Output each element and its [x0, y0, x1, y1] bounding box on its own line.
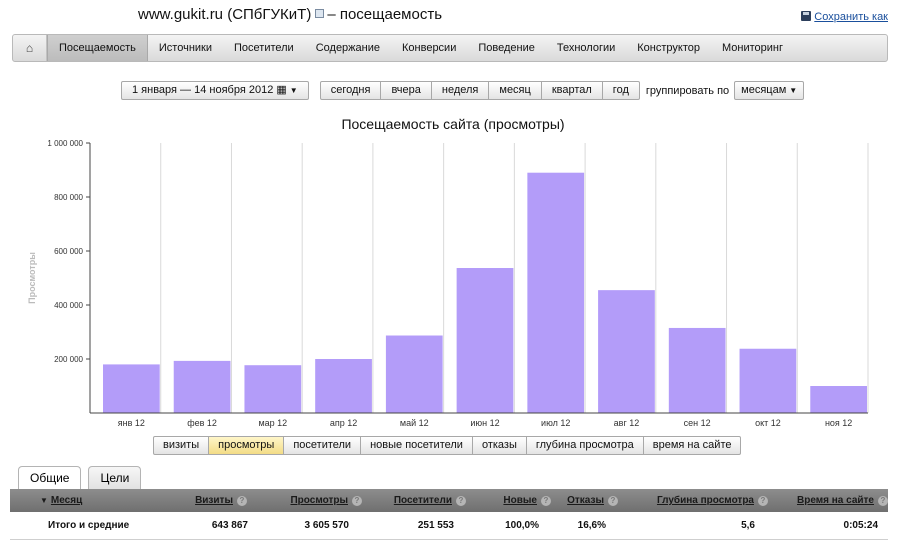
page-title: www.gukit.ru (СПбГУКиТ) – посещаемость [138, 6, 442, 23]
window-icon[interactable] [315, 9, 325, 18]
tab-visitors[interactable]: Посетители [234, 42, 294, 54]
help-icon[interactable]: ? [352, 496, 362, 506]
main-nav: ⌂ Посещаемость Источники Посетители Соде… [12, 34, 888, 62]
x-tick-label: июл 12 [541, 418, 570, 428]
table-header: ▼ Месяц Визиты? Просмотры? Посетители? Но… [10, 489, 888, 512]
tab-behavior[interactable]: Поведение [478, 42, 535, 54]
x-tick-label: мар 12 [258, 418, 287, 428]
bar-ноя-12 [810, 386, 867, 413]
tab-goals[interactable]: Цели [88, 466, 142, 489]
date-controls: 1 января — 14 ноября 2012 ▦ ▼ сегодня вче… [121, 81, 805, 100]
tab-conversions[interactable]: Конверсии [402, 42, 457, 54]
y-tick-label: 600 000 [54, 247, 83, 256]
period-week-button[interactable]: неделя [431, 81, 490, 100]
help-icon[interactable]: ? [456, 496, 466, 506]
metric-pageviews[interactable]: просмотры [209, 436, 285, 455]
bar-chart: 200 000 400 000 600 000 800 000 1 000 000 Про… [27, 139, 869, 428]
x-tick-label: май 12 [400, 418, 429, 428]
x-tick-label: июн 12 [470, 418, 499, 428]
x-tick-label: фев 12 [187, 418, 217, 428]
chart-title: Посещаемость сайта (просмотры) [341, 116, 565, 132]
tab-sources[interactable]: Источники [158, 42, 212, 54]
totals-visitors: 251 553 [417, 520, 454, 531]
help-icon[interactable]: ? [878, 496, 888, 506]
chevron-down-icon: ▼ [789, 86, 798, 95]
floppy-icon [801, 11, 812, 21]
metric-time-on-site[interactable]: время на сайте [643, 436, 742, 455]
tab-monitoring[interactable]: Мониторинг [721, 42, 783, 54]
period-yesterday-button[interactable]: вчера [381, 81, 432, 100]
totals-pageviews: 3 605 570 [304, 520, 350, 531]
col-visits[interactable]: Визиты? [195, 489, 247, 512]
group-by-select[interactable]: месяцам ▼ [734, 81, 805, 100]
bar-май-12 [385, 335, 443, 413]
period-today-button[interactable]: сегодня [319, 81, 382, 100]
col-bounces[interactable]: Отказы? [567, 489, 618, 512]
help-icon[interactable]: ? [237, 496, 247, 506]
col-time-on-site[interactable]: Время на сайте? [797, 489, 888, 512]
x-tick-label: янв 12 [118, 418, 145, 428]
period-quarter-button[interactable]: квартал [541, 81, 603, 100]
site-name: www.gukit.ru (СПбГУКиТ) [138, 6, 312, 23]
group-by-label: группировать по [645, 84, 730, 97]
totals-bounces: 16,6% [577, 520, 606, 531]
y-tick-label: 1 000 000 [47, 139, 83, 148]
bar-июл-12 [527, 172, 585, 413]
calendar-icon: ▦ [276, 84, 287, 96]
period-month-button[interactable]: месяц [489, 81, 542, 100]
help-icon[interactable]: ? [758, 496, 768, 506]
totals-new: 100,0% [505, 520, 539, 531]
col-visitors[interactable]: Посетители? [394, 489, 466, 512]
col-new[interactable]: Новые? [503, 489, 551, 512]
tab-attendance[interactable]: Посещаемость [47, 35, 148, 61]
bar-янв-12 [103, 364, 160, 413]
x-tick-label: ноя 12 [825, 418, 852, 428]
x-tick-label: апр 12 [330, 418, 357, 428]
bar-апр-12 [315, 359, 372, 413]
col-depth[interactable]: Глубина просмотра? [657, 489, 768, 512]
metric-new-visitors[interactable]: новые посетители [361, 436, 473, 455]
totals-visits: 643 867 [211, 520, 248, 531]
tab-content[interactable]: Содержание [315, 42, 380, 54]
col-pageviews[interactable]: Просмотры? [290, 489, 362, 512]
y-tick-label: 800 000 [54, 193, 83, 202]
x-tick-label: сен 12 [684, 418, 711, 428]
help-icon[interactable]: ? [608, 496, 618, 506]
date-range-picker[interactable]: 1 января — 14 ноября 2012 ▦ ▼ [121, 81, 309, 100]
bar-окт-12 [739, 348, 797, 413]
period-buttons: сегодня вчера неделя месяц квартал год [319, 81, 640, 100]
metric-visitors[interactable]: посетители [284, 436, 362, 455]
tab-constructor[interactable]: Конструктор [637, 42, 700, 54]
bar-сен-12 [668, 327, 726, 413]
totals-label: Итого и средние [48, 520, 130, 531]
metric-bounces[interactable]: отказы [472, 436, 527, 455]
y-axis-label: Просмотры [27, 252, 37, 304]
col-month[interactable]: ▼ Месяц [40, 489, 82, 512]
metric-depth[interactable]: глубина просмотра [526, 436, 644, 455]
title-suffix: – посещаемость [327, 6, 443, 23]
bar-авг-12 [598, 290, 655, 413]
metric-visits[interactable]: визиты [153, 436, 210, 455]
period-year-button[interactable]: год [602, 81, 640, 100]
x-tick-label: окт 12 [755, 418, 781, 428]
home-icon[interactable]: ⌂ [13, 35, 47, 61]
totals-depth: 5,6 [741, 520, 755, 531]
y-tick-label: 200 000 [54, 355, 83, 364]
y-tick-label: 400 000 [54, 301, 83, 310]
help-icon[interactable]: ? [541, 496, 551, 506]
metric-tabs: визиты просмотры посетители новые посети… [153, 436, 742, 455]
sort-desc-icon: ▼ [40, 496, 48, 505]
x-tick-label: авг 12 [614, 418, 640, 428]
tab-technologies[interactable]: Технологии [556, 42, 616, 54]
save-as-link[interactable]: Сохранить как [801, 11, 888, 23]
bar-июн-12 [456, 268, 514, 413]
chevron-down-icon: ▼ [289, 86, 298, 95]
bar-фев-12 [173, 360, 231, 413]
bar-мар-12 [244, 365, 302, 413]
summary-tabs: Общие Цели [18, 466, 148, 489]
table-row: Итого и средние 643 867 3 605 570 251 55… [10, 512, 888, 540]
tab-general[interactable]: Общие [18, 466, 82, 489]
totals-time-on-site: 0:05:24 [843, 520, 878, 531]
